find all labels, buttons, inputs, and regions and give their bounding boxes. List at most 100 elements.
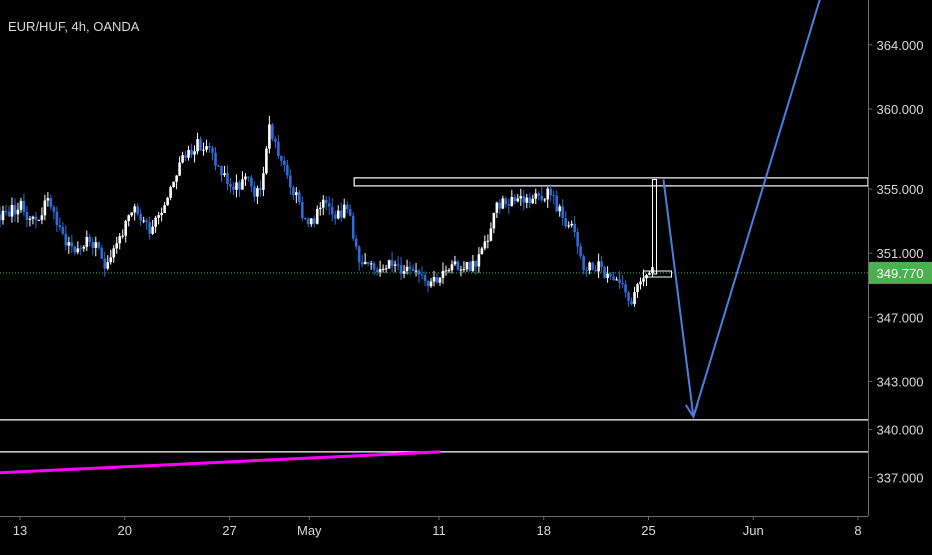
magenta-trendline[interactable] xyxy=(0,450,441,475)
candle xyxy=(286,159,289,179)
candle xyxy=(115,236,119,254)
candle xyxy=(432,270,436,287)
y-tick-label: 364.000 xyxy=(877,38,924,53)
candle xyxy=(348,204,352,217)
candle xyxy=(552,190,556,205)
candle xyxy=(166,196,169,206)
candle xyxy=(181,151,184,164)
candle xyxy=(130,212,133,217)
candle xyxy=(345,200,349,214)
candle xyxy=(507,199,511,214)
y-tick-label: 343.000 xyxy=(877,374,924,389)
candle xyxy=(441,262,445,285)
candle xyxy=(7,206,11,217)
candle xyxy=(49,194,53,211)
candle xyxy=(25,205,29,228)
candle xyxy=(148,216,151,240)
candle xyxy=(576,228,579,254)
candle xyxy=(309,218,313,227)
candle xyxy=(594,265,597,272)
candle xyxy=(19,197,23,213)
y-tick-label: 355.000 xyxy=(877,182,924,197)
x-tick-label: 18 xyxy=(537,523,551,538)
candle xyxy=(67,236,71,254)
candle xyxy=(516,193,520,203)
candle xyxy=(390,251,394,272)
candle xyxy=(118,232,122,250)
candle xyxy=(615,276,618,281)
candle xyxy=(193,145,196,163)
candle xyxy=(522,190,526,211)
time-axis[interactable] xyxy=(0,516,932,550)
candle xyxy=(399,257,403,281)
projection-up-line[interactable] xyxy=(692,0,823,417)
candle xyxy=(157,211,160,225)
candle xyxy=(510,189,514,207)
candle xyxy=(232,182,235,196)
candle xyxy=(354,234,358,251)
candle xyxy=(405,259,409,275)
candle xyxy=(88,233,92,247)
y-tick-label: 337.000 xyxy=(877,471,924,486)
candle xyxy=(477,247,481,273)
measure-bracket[interactable] xyxy=(642,178,672,278)
candle xyxy=(489,222,493,242)
candle xyxy=(639,277,642,290)
candle xyxy=(178,156,181,177)
candle xyxy=(630,297,633,306)
candle xyxy=(244,173,247,186)
candle xyxy=(262,166,265,197)
candle xyxy=(504,196,508,208)
candle xyxy=(339,202,343,222)
y-tick-label: 351.000 xyxy=(877,246,924,261)
candle xyxy=(402,264,406,279)
candle xyxy=(483,235,487,251)
candle xyxy=(82,245,86,252)
candle xyxy=(450,260,454,274)
candle xyxy=(534,188,538,205)
candle xyxy=(408,261,412,276)
candle xyxy=(196,132,199,155)
candle xyxy=(265,145,268,175)
candle xyxy=(588,261,591,275)
candle xyxy=(301,196,304,221)
candle xyxy=(555,190,559,213)
candle xyxy=(417,268,421,284)
candle xyxy=(70,234,74,253)
candle xyxy=(1,205,5,225)
candle xyxy=(136,203,139,216)
candle xyxy=(43,194,47,221)
resistance-zone[interactable] xyxy=(353,177,869,187)
candle xyxy=(327,196,331,216)
candle xyxy=(97,241,101,250)
candle xyxy=(336,205,340,220)
candle xyxy=(525,193,529,209)
projection-down-arrow[interactable] xyxy=(662,179,695,417)
candle xyxy=(202,142,205,156)
candle xyxy=(109,249,113,265)
candle xyxy=(40,207,44,225)
y-tick-label: 347.000 xyxy=(877,310,924,325)
candle xyxy=(79,245,83,256)
candle xyxy=(486,234,490,249)
candle xyxy=(223,165,226,177)
candle xyxy=(226,165,229,191)
candle xyxy=(582,254,585,275)
candle xyxy=(52,204,56,220)
current-price-label: 349.770 xyxy=(877,266,924,281)
x-tick-label: 27 xyxy=(222,523,236,538)
candle xyxy=(271,123,274,142)
x-tick-label: May xyxy=(297,523,322,538)
candle xyxy=(513,194,517,205)
candle xyxy=(624,280,627,298)
candle xyxy=(324,196,328,210)
candle xyxy=(241,171,244,190)
candle xyxy=(112,245,116,263)
candle xyxy=(459,265,463,277)
candle xyxy=(471,254,475,273)
candle xyxy=(636,282,639,298)
candle xyxy=(480,246,484,255)
candle xyxy=(214,147,217,171)
